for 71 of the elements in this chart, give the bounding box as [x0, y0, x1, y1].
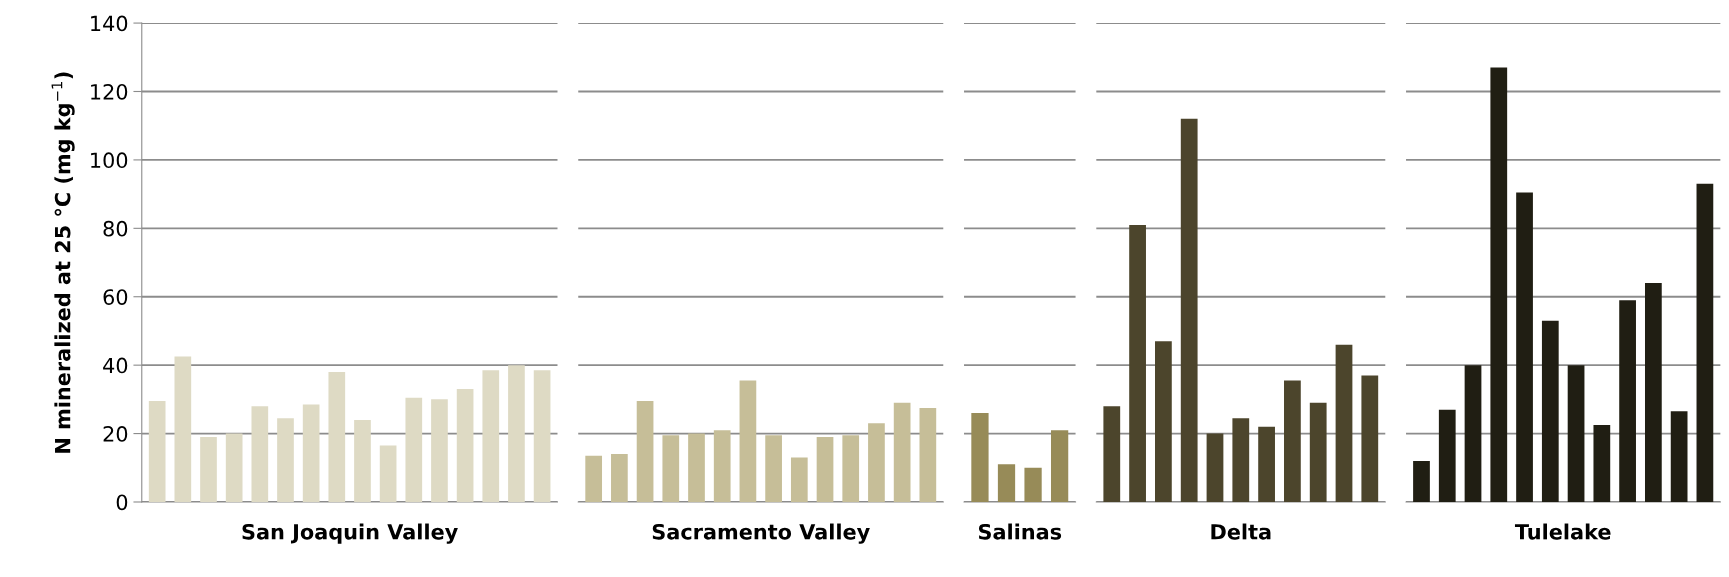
bar: [997, 464, 1016, 502]
bar: [302, 404, 320, 502]
bar: [1413, 460, 1430, 502]
bar: [200, 437, 217, 502]
bar: [1619, 300, 1636, 502]
bar: [456, 389, 474, 502]
y-tick-label: 100: [91, 152, 128, 169]
bar: [251, 406, 269, 502]
bar: [1464, 365, 1482, 502]
x-axis-title: Salinas: [978, 523, 1062, 540]
bar: [1593, 425, 1611, 502]
bar: [1490, 67, 1508, 502]
bar: [405, 397, 423, 502]
bar: [1644, 283, 1662, 502]
bar: [1335, 344, 1353, 502]
bar: [277, 418, 294, 502]
bar: [431, 399, 448, 502]
bar: [1129, 224, 1146, 502]
bar: [354, 419, 371, 502]
y-tick-label: 60: [103, 289, 128, 305]
bar: [893, 402, 911, 502]
bar: [482, 370, 500, 502]
bar: [1696, 183, 1714, 502]
bar: [1258, 426, 1275, 502]
bar: [1024, 467, 1042, 502]
y-tick-label: 120: [91, 83, 128, 100]
bar: [508, 365, 525, 502]
bar: [1567, 365, 1585, 502]
bar: [790, 457, 808, 502]
bar: [1516, 192, 1533, 502]
bar: [148, 401, 166, 502]
bar: [919, 407, 937, 502]
bar: [1309, 402, 1327, 502]
bar: [688, 433, 705, 502]
bar: [1180, 118, 1198, 502]
y-tick-label: 20: [103, 426, 128, 442]
bar: [765, 435, 782, 502]
y-axis-title: N mineralized at 25 °C (mg kg$^{−1}$): [51, 72, 75, 453]
x-axis-title: Delta: [1211, 523, 1271, 540]
y-tick-label: 0: [116, 494, 128, 511]
bar: [842, 435, 860, 502]
bar: [1541, 320, 1559, 502]
y-tick-label: 80: [103, 220, 128, 237]
bar: [1050, 430, 1069, 502]
bar: [174, 356, 192, 502]
bar: [1232, 418, 1250, 502]
y-tick-label: 140: [91, 15, 128, 32]
bar: [662, 435, 680, 502]
bar: [328, 372, 346, 502]
bar: [816, 437, 834, 502]
bar: [1103, 406, 1121, 502]
bar: [1361, 375, 1379, 502]
bar: [971, 413, 989, 502]
bar: [1206, 433, 1224, 502]
bar: [1438, 409, 1456, 502]
bar: [1155, 341, 1172, 502]
bar: [379, 445, 397, 502]
bar: [739, 380, 757, 502]
x-axis-title: San Joaquin Valley: [242, 523, 458, 544]
bar: [225, 433, 243, 502]
bar: [868, 423, 885, 502]
bar: [533, 370, 551, 502]
bar: [1284, 380, 1301, 502]
bar: [585, 455, 603, 502]
bar: [1670, 411, 1688, 502]
y-tick-label: 40: [103, 357, 128, 374]
x-axis-title: Tulelake: [1514, 523, 1611, 540]
bar: [636, 401, 654, 502]
bar: [713, 430, 731, 502]
bar: [611, 454, 628, 502]
x-axis-title: Sacramento Valley: [652, 523, 870, 544]
